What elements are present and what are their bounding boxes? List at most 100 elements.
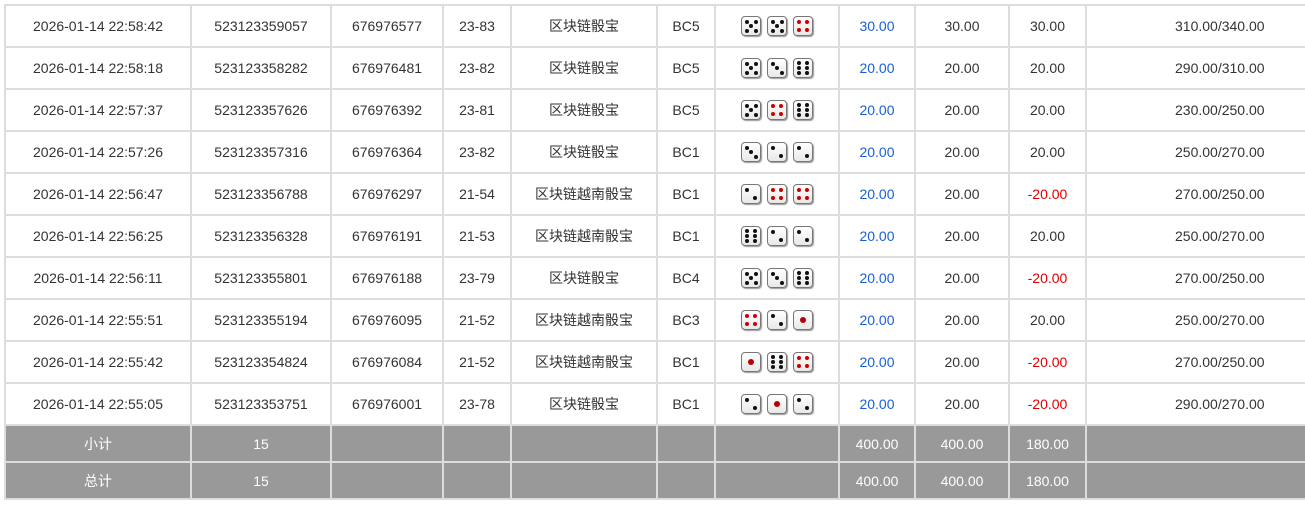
- dice-result-cell: [714, 4, 840, 48]
- win-loss-cell: 20.00: [1008, 130, 1087, 174]
- game-name-cell: 区块链骰宝: [510, 88, 658, 132]
- dice-result-cell: [714, 130, 840, 174]
- win-loss-cell: -20.00: [1008, 340, 1087, 384]
- subtotal-count: 15: [190, 424, 332, 463]
- bc-cell: BC1: [656, 172, 716, 216]
- bet-amount-cell[interactable]: 20.00: [838, 172, 916, 216]
- issue-number-cell: 676976392: [330, 88, 444, 132]
- subtotal-valid: 400.00: [914, 424, 1010, 463]
- balance-cell: 250.00/270.00: [1085, 130, 1305, 174]
- dice-3-icon: [741, 142, 761, 162]
- valid-bet-cell: 20.00: [914, 256, 1010, 300]
- dice-1-icon: [793, 310, 813, 330]
- win-loss-cell: -20.00: [1008, 256, 1087, 300]
- subtotal-win: 180.00: [1008, 424, 1087, 463]
- dice-result-cell: [714, 382, 840, 426]
- dice-4-icon: [793, 184, 813, 204]
- dice-4-icon: [767, 184, 787, 204]
- bet-amount-cell[interactable]: 30.00: [838, 4, 916, 48]
- bet-amount-cell[interactable]: 20.00: [838, 88, 916, 132]
- issue-number-cell: 676976188: [330, 256, 444, 300]
- table-row: 2026-01-14 22:55:42 523123354824 676976084…: [4, 340, 1305, 384]
- valid-bet-cell: 20.00: [914, 130, 1010, 174]
- issue-number-cell: 676976364: [330, 130, 444, 174]
- order-number-cell: 523123357626: [190, 88, 332, 132]
- dice-2-icon: [793, 394, 813, 414]
- table-number-cell: 21-52: [442, 298, 512, 342]
- table-number-cell: 23-78: [442, 382, 512, 426]
- dice-1-icon: [741, 352, 761, 372]
- dice-result-cell: [714, 172, 840, 216]
- time-cell: 2026-01-14 22:56:11: [4, 256, 192, 300]
- time-cell: 2026-01-14 22:56:25: [4, 214, 192, 258]
- bet-amount-cell[interactable]: 20.00: [838, 130, 916, 174]
- table-row: 2026-01-14 22:58:42 523123359057 676976577…: [4, 4, 1305, 48]
- dice-2-icon: [793, 142, 813, 162]
- game-name-cell: 区块链越南骰宝: [510, 298, 658, 342]
- dice-3-icon: [767, 58, 787, 78]
- table-row: 2026-01-14 22:56:11 523123355801 676976188…: [4, 256, 1305, 300]
- dice-result-cell: [714, 256, 840, 300]
- table-number-cell: 23-82: [442, 130, 512, 174]
- game-name-cell: 区块链骰宝: [510, 382, 658, 426]
- dice-result-cell: [714, 88, 840, 132]
- dice-result-cell: [714, 46, 840, 90]
- table-number-cell: 23-83: [442, 4, 512, 48]
- bc-cell: BC1: [656, 130, 716, 174]
- win-loss-cell: 20.00: [1008, 214, 1087, 258]
- issue-number-cell: 676976297: [330, 172, 444, 216]
- order-number-cell: 523123359057: [190, 4, 332, 48]
- dice-4-icon: [741, 310, 761, 330]
- dice-4-icon: [793, 16, 813, 36]
- bc-cell: BC3: [656, 298, 716, 342]
- game-name-cell: 区块链骰宝: [510, 130, 658, 174]
- time-cell: 2026-01-14 22:58:18: [4, 46, 192, 90]
- bet-amount-cell[interactable]: 20.00: [838, 256, 916, 300]
- bc-cell: BC1: [656, 340, 716, 384]
- game-name-cell: 区块链骰宝: [510, 46, 658, 90]
- order-number-cell: 523123356788: [190, 172, 332, 216]
- time-cell: 2026-01-14 22:57:37: [4, 88, 192, 132]
- issue-number-cell: 676976577: [330, 4, 444, 48]
- table-row: 2026-01-14 22:56:47 523123356788 676976297…: [4, 172, 1305, 216]
- balance-cell: 310.00/340.00: [1085, 4, 1305, 48]
- total-win: 180.00: [1008, 461, 1087, 500]
- order-number-cell: 523123355801: [190, 256, 332, 300]
- dice-1-icon: [767, 394, 787, 414]
- table-number-cell: 23-79: [442, 256, 512, 300]
- bet-records-table: 2026-01-14 22:58:42 523123359057 676976577…: [4, 4, 1305, 500]
- bc-cell: BC5: [656, 4, 716, 48]
- dice-6-icon: [767, 352, 787, 372]
- bet-amount-cell[interactable]: 20.00: [838, 298, 916, 342]
- win-loss-cell: -20.00: [1008, 172, 1087, 216]
- dice-2-icon: [741, 394, 761, 414]
- bet-amount-cell[interactable]: 20.00: [838, 340, 916, 384]
- balance-cell: 290.00/270.00: [1085, 382, 1305, 426]
- valid-bet-cell: 20.00: [914, 88, 1010, 132]
- order-number-cell: 523123356328: [190, 214, 332, 258]
- balance-cell: 270.00/250.00: [1085, 340, 1305, 384]
- balance-cell: 250.00/270.00: [1085, 298, 1305, 342]
- valid-bet-cell: 30.00: [914, 4, 1010, 48]
- time-cell: 2026-01-14 22:57:26: [4, 130, 192, 174]
- dice-5-icon: [741, 268, 761, 288]
- issue-number-cell: 676976001: [330, 382, 444, 426]
- dice-2-icon: [793, 226, 813, 246]
- total-row: 总计 15 400.00 400.00 180.00: [4, 461, 1305, 500]
- valid-bet-cell: 20.00: [914, 298, 1010, 342]
- bet-amount-cell[interactable]: 20.00: [838, 382, 916, 426]
- win-loss-cell: 20.00: [1008, 46, 1087, 90]
- dice-result-cell: [714, 298, 840, 342]
- balance-cell: 270.00/250.00: [1085, 172, 1305, 216]
- win-loss-cell: 20.00: [1008, 88, 1087, 132]
- time-cell: 2026-01-14 22:58:42: [4, 4, 192, 48]
- table-number-cell: 21-52: [442, 340, 512, 384]
- game-name-cell: 区块链骰宝: [510, 4, 658, 48]
- time-cell: 2026-01-14 22:55:42: [4, 340, 192, 384]
- order-number-cell: 523123354824: [190, 340, 332, 384]
- bc-cell: BC1: [656, 382, 716, 426]
- table-row: 2026-01-14 22:55:05 523123353751 676976001…: [4, 382, 1305, 426]
- bet-amount-cell[interactable]: 20.00: [838, 214, 916, 258]
- bet-amount-cell[interactable]: 20.00: [838, 46, 916, 90]
- table-number-cell: 21-54: [442, 172, 512, 216]
